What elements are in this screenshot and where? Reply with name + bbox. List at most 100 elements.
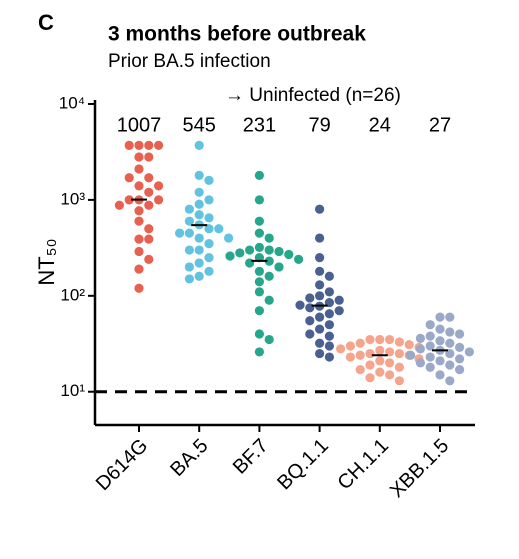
- data-point: [264, 233, 274, 243]
- data-point: [194, 170, 204, 181]
- annotation: → Uninfected (n=26): [225, 85, 401, 106]
- y-tick-label: 10¹: [60, 381, 85, 400]
- data-point: [124, 173, 134, 183]
- data-point: [404, 340, 414, 350]
- data-point: [134, 152, 144, 162]
- data-point: [334, 295, 344, 305]
- data-point: [315, 291, 325, 301]
- data-point: [194, 233, 204, 243]
- data-point: [264, 271, 274, 281]
- data-point: [375, 334, 385, 345]
- data-point: [264, 256, 274, 266]
- data-point: [355, 350, 365, 360]
- x-tick-label: BQ.1.1: [273, 435, 333, 495]
- data-point: [134, 283, 144, 293]
- data-point: [355, 365, 365, 375]
- data-point: [144, 173, 154, 183]
- data-point: [394, 376, 404, 386]
- y-tick-label: 10³: [60, 189, 85, 208]
- data-point: [245, 258, 255, 268]
- data-point: [204, 224, 214, 234]
- data-point: [144, 254, 154, 264]
- data-point: [194, 245, 204, 255]
- y-tick-label: 10²: [60, 285, 85, 304]
- data-point: [284, 249, 294, 260]
- data-point: [394, 348, 404, 359]
- data-point: [225, 251, 235, 261]
- data-point: [375, 367, 385, 377]
- data-point: [264, 295, 274, 305]
- data-point: [315, 266, 325, 276]
- data-point: [134, 181, 144, 191]
- data-point: [435, 336, 445, 346]
- data-point: [294, 254, 304, 264]
- median-label: 231: [243, 114, 276, 136]
- data-point: [445, 376, 455, 386]
- median-label: 27: [429, 114, 451, 136]
- data-point: [324, 352, 334, 362]
- data-point: [345, 341, 355, 351]
- data-point: [365, 360, 375, 370]
- data-point: [425, 320, 435, 330]
- y-tick-label: 10⁴: [59, 93, 85, 112]
- data-point: [134, 216, 144, 226]
- data-point: [295, 300, 305, 310]
- data-point: [254, 195, 264, 205]
- data-point: [154, 195, 164, 205]
- data-point: [184, 228, 194, 238]
- data-point: [134, 206, 144, 216]
- data-point: [184, 216, 194, 226]
- data-point: [355, 338, 365, 348]
- x-tick-label: D614G: [92, 435, 152, 495]
- data-point: [385, 334, 395, 345]
- data-point: [305, 293, 315, 303]
- data-point: [204, 266, 214, 276]
- data-point: [305, 303, 315, 313]
- data-point: [324, 309, 334, 319]
- data-point: [315, 253, 325, 263]
- data-point: [334, 306, 344, 316]
- data-point: [305, 316, 315, 326]
- data-point: [254, 170, 264, 181]
- data-point: [445, 338, 455, 348]
- data-point: [315, 233, 325, 243]
- data-point: [435, 312, 445, 322]
- median-label: 1007: [117, 114, 162, 136]
- x-tick-label: CH.1.1: [333, 435, 393, 495]
- data-point: [254, 228, 264, 238]
- y-axis-label: NT₅₀: [34, 238, 59, 285]
- data-point: [194, 271, 204, 281]
- data-point: [254, 287, 264, 297]
- data-point: [385, 370, 395, 380]
- data-point: [144, 140, 154, 150]
- data-point: [144, 200, 154, 210]
- data-point: [324, 287, 334, 297]
- chart-title: 3 months before outbreak: [108, 23, 366, 46]
- data-point: [425, 341, 435, 351]
- data-point: [435, 370, 445, 380]
- data-point: [365, 334, 375, 345]
- data-point: [134, 246, 144, 257]
- data-point: [144, 224, 154, 234]
- data-point: [194, 210, 204, 220]
- data-point: [204, 239, 214, 249]
- data-point: [194, 199, 204, 209]
- data-point: [435, 356, 445, 366]
- data-point: [425, 362, 435, 372]
- data-point: [385, 358, 395, 368]
- data-point: [305, 329, 315, 339]
- data-point: [394, 362, 404, 372]
- data-point: [274, 246, 284, 257]
- data-point: [315, 338, 325, 348]
- data-point: [425, 352, 435, 362]
- data-point: [455, 365, 465, 375]
- data-point: [445, 312, 455, 322]
- data-point: [324, 331, 334, 341]
- data-point: [455, 329, 465, 339]
- data-point: [254, 347, 264, 357]
- x-tick-label: BF.7: [229, 435, 273, 479]
- data-point: [184, 245, 194, 255]
- chart-subtitle: Prior BA.5 infection: [108, 51, 271, 72]
- data-point: [315, 324, 325, 334]
